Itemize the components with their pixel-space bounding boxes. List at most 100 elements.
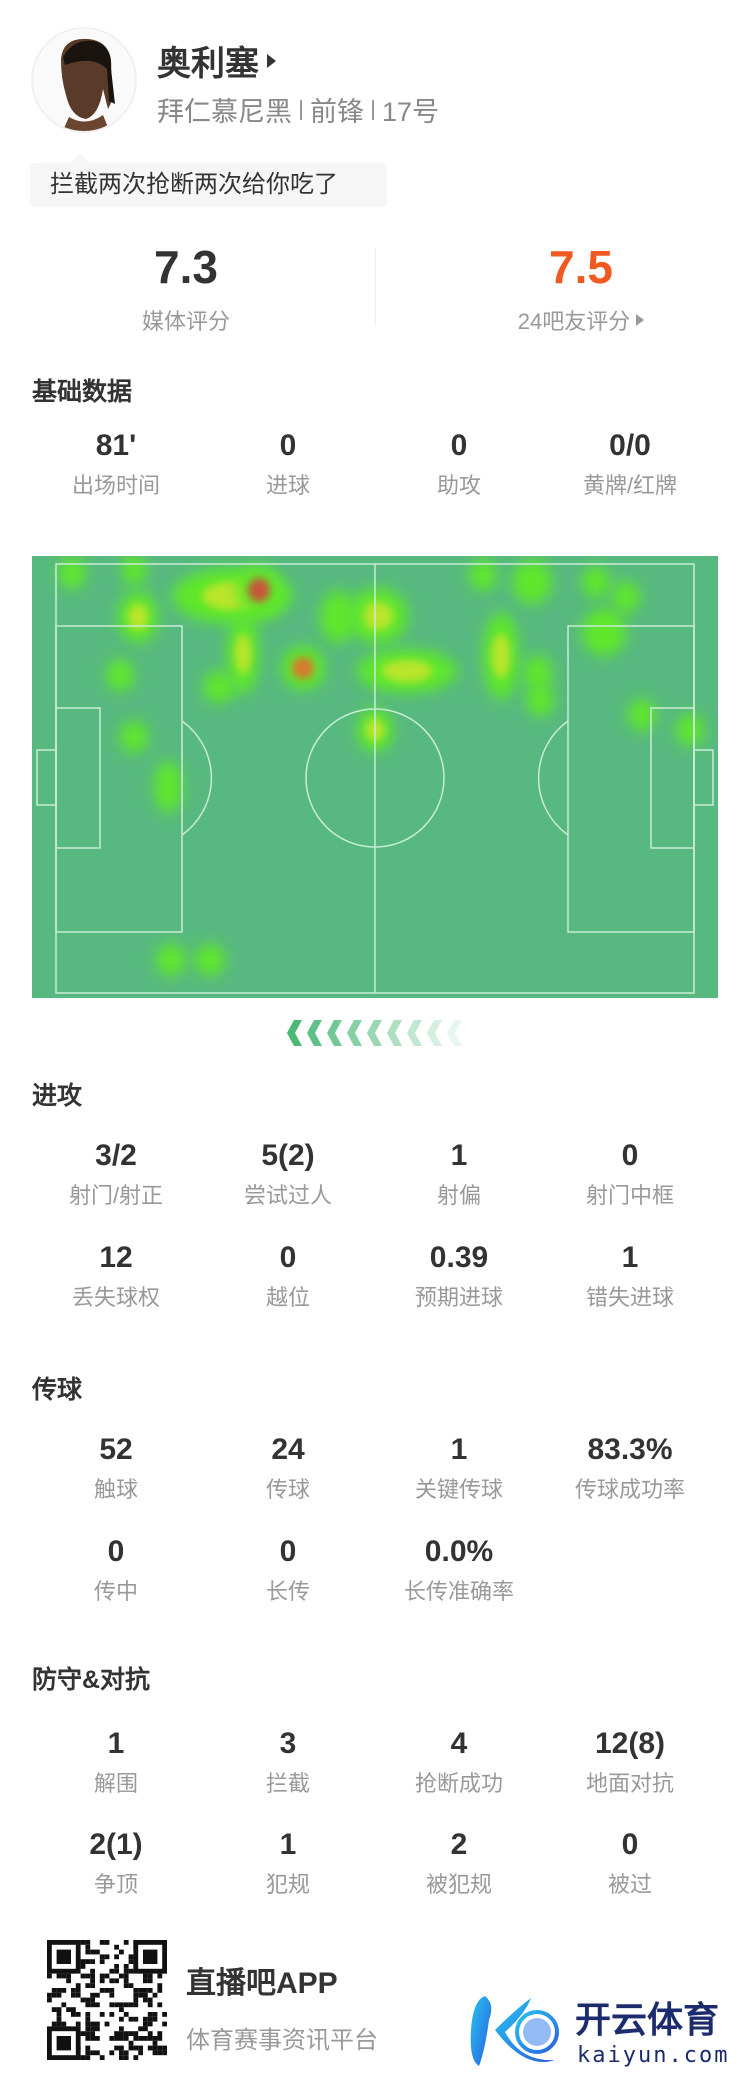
stat-label: 被过 (607, 1872, 652, 1897)
media-rating: 7.3 媒体评分 (66, 240, 306, 336)
section-title: 传球 (32, 1376, 83, 1404)
stat-label: 出场时间 (71, 473, 160, 498)
qr-code[interactable] (47, 1940, 167, 2060)
stat-item: 2 被犯规 (369, 1827, 549, 1899)
chevron-left-icon (287, 1020, 302, 1046)
heat-blob (628, 699, 656, 731)
heat-blob (195, 944, 225, 976)
stat-item: 0/0 黄牌/红牌 (540, 428, 720, 500)
stat-value: 0/0 (609, 429, 651, 462)
stat-item: 0 助攻 (369, 428, 549, 500)
stat-label: 被犯规 (425, 1872, 492, 1897)
heat-core (492, 634, 510, 678)
stat-value: 0 (621, 1828, 639, 1861)
avatar[interactable] (31, 27, 137, 133)
heat-core (248, 578, 270, 602)
heat-blob (58, 557, 86, 589)
stat-label: 越位 (265, 1285, 310, 1310)
heat-blob (203, 671, 235, 703)
chevron-left-icon (367, 1020, 382, 1046)
player-number: 17号 (382, 97, 440, 127)
stat-label: 射门/射正 (68, 1183, 164, 1208)
stat-label: 长传 (265, 1579, 310, 1604)
heat-blob (676, 714, 704, 746)
heat-core (363, 602, 393, 630)
stat-value: 2 (450, 1828, 468, 1861)
stat-value: 0 (279, 429, 297, 462)
stat-label: 争顶 (93, 1872, 138, 1897)
stat-item: 5(2) 尝试过人 (198, 1138, 378, 1210)
stat-item: 1 犯规 (198, 1827, 378, 1899)
stat-item: 2(1) 争顶 (26, 1827, 206, 1899)
stat-value: 12 (99, 1241, 133, 1274)
stat-label: 关键传球 (414, 1477, 503, 1502)
section-title: 基础数据 (32, 378, 133, 406)
stat-item: 3 拦截 (198, 1726, 378, 1798)
stat-value: 1 (279, 1828, 297, 1861)
stat-label: 长传准确率 (403, 1579, 514, 1604)
stat-value: 1 (450, 1139, 468, 1172)
stat-item: 0 越位 (198, 1240, 378, 1312)
stat-value: 1 (621, 1241, 639, 1274)
stat-item: 0 传中 (26, 1534, 206, 1606)
play-triangle-icon (636, 314, 645, 326)
stat-label: 尝试过人 (243, 1183, 332, 1208)
stat-value: 81' (95, 429, 137, 462)
fans-rating-link[interactable]: 7.5 24吧友评分 (461, 240, 701, 336)
stat-item: 12 丢失球权 (26, 1240, 206, 1312)
stat-value: 2(1) (89, 1828, 143, 1861)
rating-divider (375, 248, 376, 326)
stat-item: 0 长传 (198, 1534, 378, 1606)
attack-direction-indicator (287, 1020, 462, 1046)
stat-label: 抢断成功 (414, 1771, 503, 1796)
comment-bubble: 拦截两次抢断两次给你吃了 (30, 153, 387, 207)
stat-item: 0 射门中框 (540, 1138, 720, 1210)
stat-item: 3/2 射门/射正 (26, 1138, 206, 1210)
stat-label: 预期进球 (414, 1285, 503, 1310)
pitch-lines (36, 563, 714, 994)
stat-label: 射门中框 (585, 1183, 674, 1208)
heat-core (382, 660, 432, 682)
player-photo (33, 29, 135, 131)
stat-label: 射偏 (436, 1183, 481, 1208)
stat-item: 12(8) 地面对抗 (540, 1726, 720, 1798)
stat-label: 拦截 (265, 1771, 310, 1796)
stat-item: 0.39 预期进球 (369, 1240, 549, 1312)
fans-rating-label: 24吧友评分 (517, 309, 631, 334)
stat-value: 0 (450, 429, 468, 462)
stat-value: 1 (107, 1727, 125, 1760)
heat-core (128, 604, 148, 630)
stat-item: 0.0% 长传准确率 (369, 1534, 549, 1606)
stat-value: 0 (621, 1139, 639, 1172)
chevron-left-icon (327, 1020, 342, 1046)
heat-blob (154, 761, 182, 813)
heat-blob (582, 566, 610, 598)
stat-value: 0 (107, 1535, 125, 1568)
heat-blob (120, 721, 148, 753)
stat-label: 触球 (93, 1477, 138, 1502)
heat-blob (524, 655, 552, 691)
stat-item: 0 被过 (540, 1827, 720, 1899)
stat-label: 丢失球权 (71, 1285, 160, 1310)
stat-label: 解围 (93, 1771, 138, 1796)
chevron-left-icon (427, 1020, 442, 1046)
chevron-left-icon (387, 1020, 402, 1046)
chevron-left-icon (307, 1020, 322, 1046)
stat-label: 犯规 (265, 1872, 310, 1897)
stat-item: 81' 出场时间 (26, 428, 206, 500)
stat-value: 0 (279, 1241, 297, 1274)
stat-label: 传球成功率 (574, 1477, 685, 1502)
stat-value: 3/2 (95, 1139, 137, 1172)
divider (372, 99, 374, 120)
stat-value: 1 (450, 1433, 468, 1466)
stat-label: 进球 (265, 473, 310, 498)
heatmap-pitch (32, 556, 718, 998)
app-name: 直播吧APP (186, 1967, 338, 2000)
heat-blob (469, 559, 497, 591)
player-name-link[interactable]: 奥利塞 (157, 36, 276, 85)
media-rating-label: 媒体评分 (141, 309, 230, 334)
fans-rating-value: 7.5 (549, 241, 613, 293)
player-name: 奥利塞 (157, 45, 259, 83)
stat-value: 3 (279, 1727, 297, 1760)
heat-blob (512, 560, 552, 604)
